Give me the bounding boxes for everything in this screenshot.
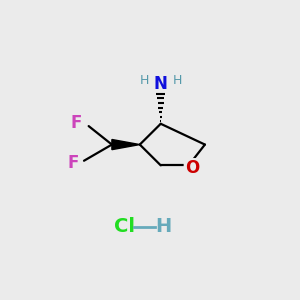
Text: O: O — [185, 159, 199, 177]
Text: H: H — [155, 217, 171, 236]
Text: Cl: Cl — [114, 217, 135, 236]
Text: H: H — [140, 74, 149, 87]
Text: F: F — [68, 154, 79, 172]
Text: H: H — [172, 74, 182, 87]
Polygon shape — [112, 140, 140, 150]
Text: F: F — [70, 114, 82, 132]
Text: N: N — [154, 75, 168, 93]
